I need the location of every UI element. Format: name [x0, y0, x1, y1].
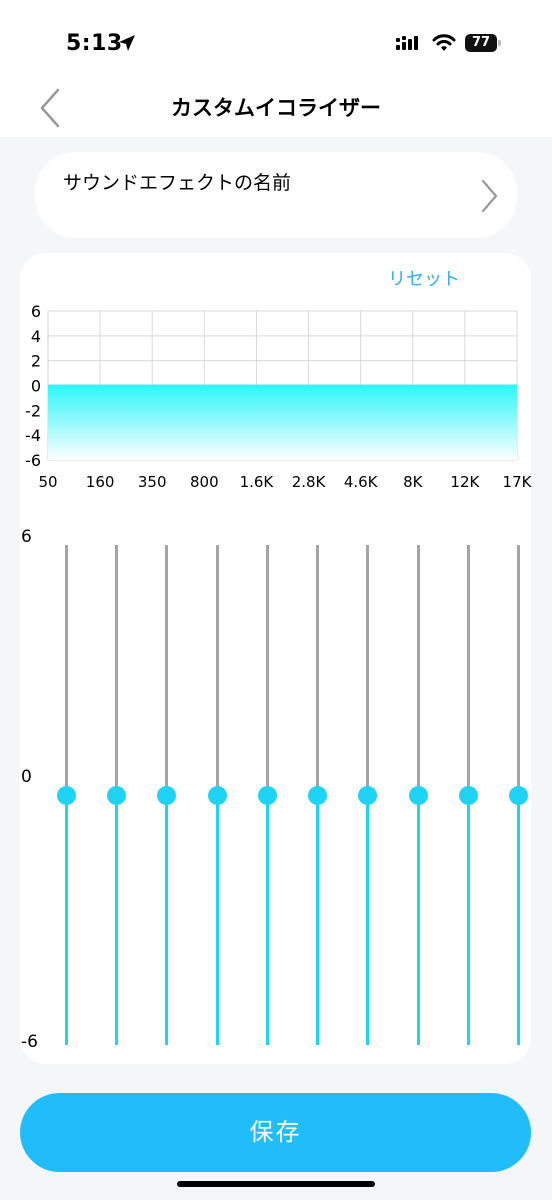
- slider-track-lower: [115, 795, 119, 1045]
- band-slider-350[interactable]: [157, 545, 177, 1045]
- sound-effect-name: サウンドエフェクトの名前: [63, 172, 292, 194]
- chart-x-tick-label: 12K: [450, 473, 480, 491]
- band-slider-50[interactable]: [57, 545, 76, 1045]
- slider-track-upper: [115, 545, 119, 795]
- band-slider-1.6K[interactable]: [257, 545, 277, 1045]
- slider-track-upper: [366, 545, 370, 795]
- chart-y-tick-label: -4: [25, 426, 41, 445]
- slider-track-lower: [316, 795, 320, 1045]
- chart-x-tick-label: 8K: [403, 473, 424, 491]
- chart-x-tick-label: 50: [38, 473, 57, 491]
- back-button[interactable]: [30, 86, 70, 130]
- chart-x-tick-label: 17K: [503, 473, 533, 491]
- chart-x-tick-label: 2.8K: [292, 473, 327, 491]
- slider-track-upper: [65, 545, 68, 795]
- battery-tip: [498, 40, 501, 46]
- slider-track-upper: [416, 545, 420, 795]
- chart-x-tick-label: 160: [86, 473, 115, 491]
- battery-indicator: 77: [465, 34, 501, 52]
- status-time: 5:13: [66, 31, 123, 56]
- slider-track-lower: [366, 795, 370, 1045]
- slider-track-lower: [265, 795, 269, 1045]
- slider-track-upper: [215, 545, 219, 795]
- slider-knob[interactable]: [408, 786, 428, 805]
- page-title: カスタムイコライザー: [171, 96, 381, 120]
- slider-knob[interactable]: [308, 786, 328, 805]
- slider-track-upper: [466, 545, 470, 795]
- slider-track-lower: [466, 795, 470, 1045]
- slider-knob[interactable]: [257, 786, 277, 805]
- band-slider-800[interactable]: [207, 545, 227, 1045]
- cellular-signal-icon: [396, 36, 418, 50]
- slider-knob[interactable]: [458, 786, 478, 805]
- home-indicator: [177, 1181, 375, 1187]
- gain-zero-label: 0: [21, 767, 32, 787]
- slider-track-lower: [416, 795, 420, 1045]
- chart-y-tick-label: 2: [31, 352, 41, 371]
- band-slider-4.6K[interactable]: [358, 545, 378, 1045]
- chart-x-tick-label: 800: [190, 473, 219, 491]
- slider-track-upper: [265, 545, 269, 795]
- chart-y-tick-label: 4: [31, 327, 41, 346]
- slider-track-lower: [517, 795, 520, 1045]
- wifi-icon: [432, 34, 456, 51]
- slider-knob[interactable]: [107, 786, 127, 805]
- top-bar: 5:13 77 カスタムイコライザー: [0, 0, 552, 137]
- slider-track-lower: [165, 795, 169, 1045]
- location-arrow-icon: [119, 35, 135, 51]
- slider-knob[interactable]: [157, 786, 177, 805]
- sound-effect-name-row[interactable]: サウンドエフェクトの名前: [35, 152, 517, 238]
- save-button[interactable]: 保存: [20, 1093, 531, 1172]
- slider-track-upper: [517, 545, 520, 795]
- band-slider-8K[interactable]: [408, 545, 428, 1045]
- battery-level: 77: [465, 34, 497, 52]
- chart-x-tick-label: 1.6K: [240, 473, 275, 491]
- band-slider-17K[interactable]: [509, 545, 528, 1045]
- band-slider-2.8K[interactable]: [308, 545, 328, 1045]
- band-slider-160[interactable]: [107, 545, 127, 1045]
- gain-min-label: -6: [21, 1032, 38, 1052]
- slider-knob[interactable]: [358, 786, 378, 805]
- band-slider-12K[interactable]: [458, 545, 478, 1045]
- chart-x-tick-label: 350: [138, 473, 167, 491]
- eq-response-area: [48, 385, 517, 460]
- slider-track-upper: [165, 545, 169, 795]
- chart-y-tick-label: 0: [31, 377, 41, 396]
- slider-track-lower: [65, 795, 68, 1045]
- chevron-right-icon: [481, 179, 498, 213]
- chart-x-tick-label: 4.6K: [344, 473, 379, 491]
- reset-button[interactable]: リセット: [388, 269, 460, 290]
- chart-y-tick-label: -2: [25, 401, 41, 420]
- equalizer-curve-chart: 6 4 2 0 -2 -4 -6 50 160 350 800 1.6K 2.8K 4.6K 8K 12K 17…: [25, 302, 533, 491]
- slider-track-lower: [215, 795, 219, 1045]
- gain-max-label: 6: [21, 527, 32, 547]
- slider-knob[interactable]: [509, 786, 528, 805]
- slider-track-upper: [316, 545, 320, 795]
- slider-knob[interactable]: [207, 786, 227, 805]
- chart-y-tick-label: -6: [25, 451, 41, 470]
- slider-knob[interactable]: [57, 786, 76, 805]
- chart-y-tick-label: 6: [31, 302, 41, 321]
